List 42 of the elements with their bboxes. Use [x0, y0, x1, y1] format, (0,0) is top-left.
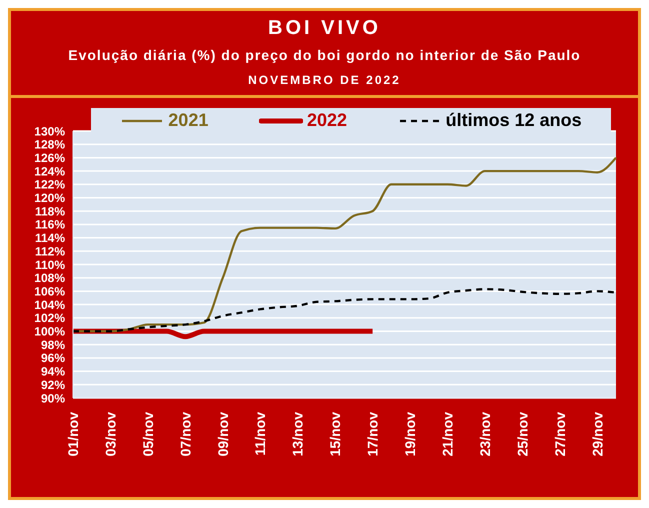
chart-title: BOI VIVO	[267, 17, 382, 40]
x-tick-label: 13/nov	[290, 412, 306, 456]
legend-label: 2022	[306, 110, 347, 131]
x-tick-label: 11/nov	[252, 412, 268, 456]
y-tick-label: 116%	[34, 218, 66, 232]
y-tick-label: 120%	[34, 191, 66, 206]
y-tick-label: 104%	[34, 298, 66, 312]
y-tick-label: 102%	[34, 311, 66, 326]
x-tick-label: 21/nov	[439, 412, 456, 456]
x-tick-label: 25/nov	[514, 412, 530, 456]
y-tick-label: 94%	[40, 364, 66, 379]
chart-subtitle: Evolução diária (%) do preço do boi gordo no interior de São Paulo	[67, 46, 582, 65]
x-tick-label: 19/nov	[402, 412, 418, 456]
x-tick-label: 17/nov	[364, 412, 381, 456]
y-tick-label: 126%	[34, 150, 66, 165]
x-tick-label: 09/nov	[214, 412, 231, 456]
y-tick-label: 112%	[34, 244, 66, 258]
text: NOVEMBRO DE 2022	[247, 73, 402, 87]
y-tick-label: 128%	[34, 138, 66, 152]
y-tick-label: 130%	[34, 124, 66, 138]
y-tick-label: 110%	[34, 258, 66, 272]
x-tick-label: 01/nov	[65, 412, 81, 456]
y-tick-label: 106%	[34, 284, 66, 298]
y-tick-label: 96%	[40, 351, 66, 366]
y-tick-label: 100%	[34, 324, 66, 339]
legend-label: últimos 12 anos	[446, 110, 582, 131]
y-tick-label: 122%	[34, 178, 66, 192]
x-tick-label: 27/nov	[552, 412, 568, 456]
y-tick-label: 92%	[40, 378, 66, 392]
x-tick-label: 03/nov	[102, 412, 118, 456]
y-tick-label: 90%	[40, 391, 66, 406]
y-tick-label: 124%	[34, 164, 66, 178]
y-tick-label: 98%	[40, 338, 66, 352]
x-tick-label: 29/nov	[589, 412, 606, 456]
y-tick-label: 114%	[34, 231, 66, 246]
x-tick-label: 07/nov	[177, 412, 194, 456]
x-tick-label: 15/nov	[327, 412, 344, 456]
y-tick-label: 108%	[34, 271, 66, 286]
y-tick-label: 118%	[34, 204, 66, 218]
x-tick-label: 05/nov	[140, 412, 156, 456]
legend-label: 2021	[168, 110, 208, 131]
x-tick-label: 23/nov	[476, 412, 493, 456]
